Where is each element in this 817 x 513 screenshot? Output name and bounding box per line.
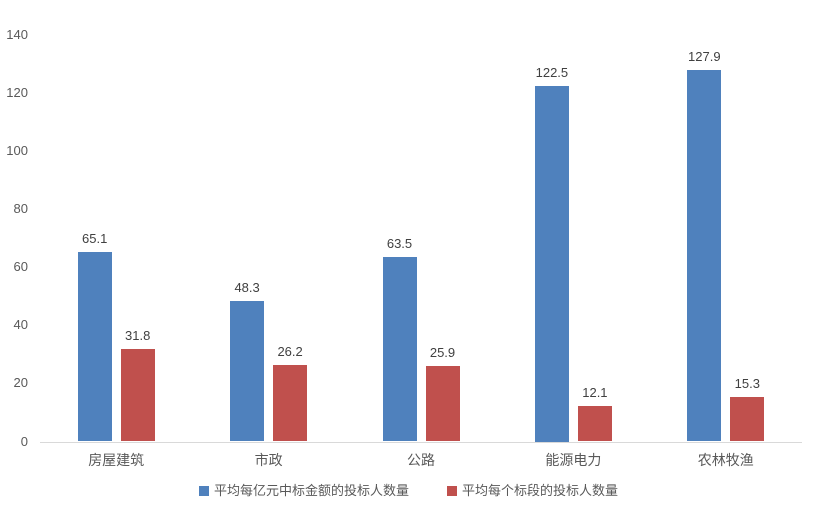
- x-axis-category-label: 公路: [407, 452, 435, 468]
- y-axis-tick-label: 120: [6, 85, 28, 101]
- y-axis-tick-label: 40: [13, 317, 28, 333]
- bar-blue-series: [687, 70, 722, 442]
- bar-value-label: 63.5: [386, 236, 413, 252]
- legend-swatch-red: [447, 486, 457, 496]
- bar-value-label: 127.9: [688, 49, 721, 65]
- x-axis-category-label: 房屋建筑: [88, 452, 145, 468]
- bar-value-label: 122.5: [535, 64, 569, 80]
- bar-red-series: [577, 406, 612, 442]
- bar-red-series: [120, 349, 155, 442]
- y-axis-tick-label: 100: [6, 143, 28, 159]
- y-axis-tick-label: 60: [13, 259, 28, 275]
- x-axis-line: [40, 441, 802, 443]
- bar-value-label: 48.3: [234, 280, 260, 296]
- bar-blue-series: [382, 257, 417, 442]
- legend-item-red-series: 平均每个标段的投标人数量: [447, 483, 618, 499]
- chart-legend: 平均每亿元中标金额的投标人数量 平均每个标段的投标人数量: [0, 483, 817, 499]
- legend-label-red-series: 平均每个标段的投标人数量: [462, 483, 619, 498]
- bar-red-series: [730, 397, 765, 442]
- bar-value-label: 12.1: [582, 385, 608, 401]
- bar-blue-series: [77, 252, 112, 442]
- y-axis-tick-label: 20: [13, 375, 28, 391]
- bar-value-label: 65.1: [82, 231, 108, 247]
- bar-value-label: 25.9: [429, 345, 456, 361]
- y-axis-tick-label: 0: [20, 433, 28, 449]
- legend-item-blue-series: 平均每亿元中标金额的投标人数量: [198, 483, 409, 499]
- y-axis-tick-label: 140: [6, 27, 28, 42]
- bar-value-label: 15.3: [734, 376, 760, 392]
- bar-red-series: [425, 366, 460, 442]
- legend-label-blue-series: 平均每亿元中标金额的投标人数量: [213, 483, 409, 498]
- bar-value-label: 31.8: [125, 328, 151, 344]
- legend-swatch-blue: [198, 486, 209, 496]
- x-axis-category-label: 农林牧渔: [697, 452, 754, 468]
- y-axis-tick-label: 80: [13, 201, 28, 217]
- bar-blue-series: [534, 85, 569, 442]
- bar-blue-series: [230, 301, 265, 442]
- x-axis-category-label: 市政: [254, 452, 283, 468]
- x-axis-category-label: 能源电力: [545, 452, 602, 468]
- bar-value-label: 26.2: [277, 344, 303, 360]
- bar-red-series: [273, 365, 308, 442]
